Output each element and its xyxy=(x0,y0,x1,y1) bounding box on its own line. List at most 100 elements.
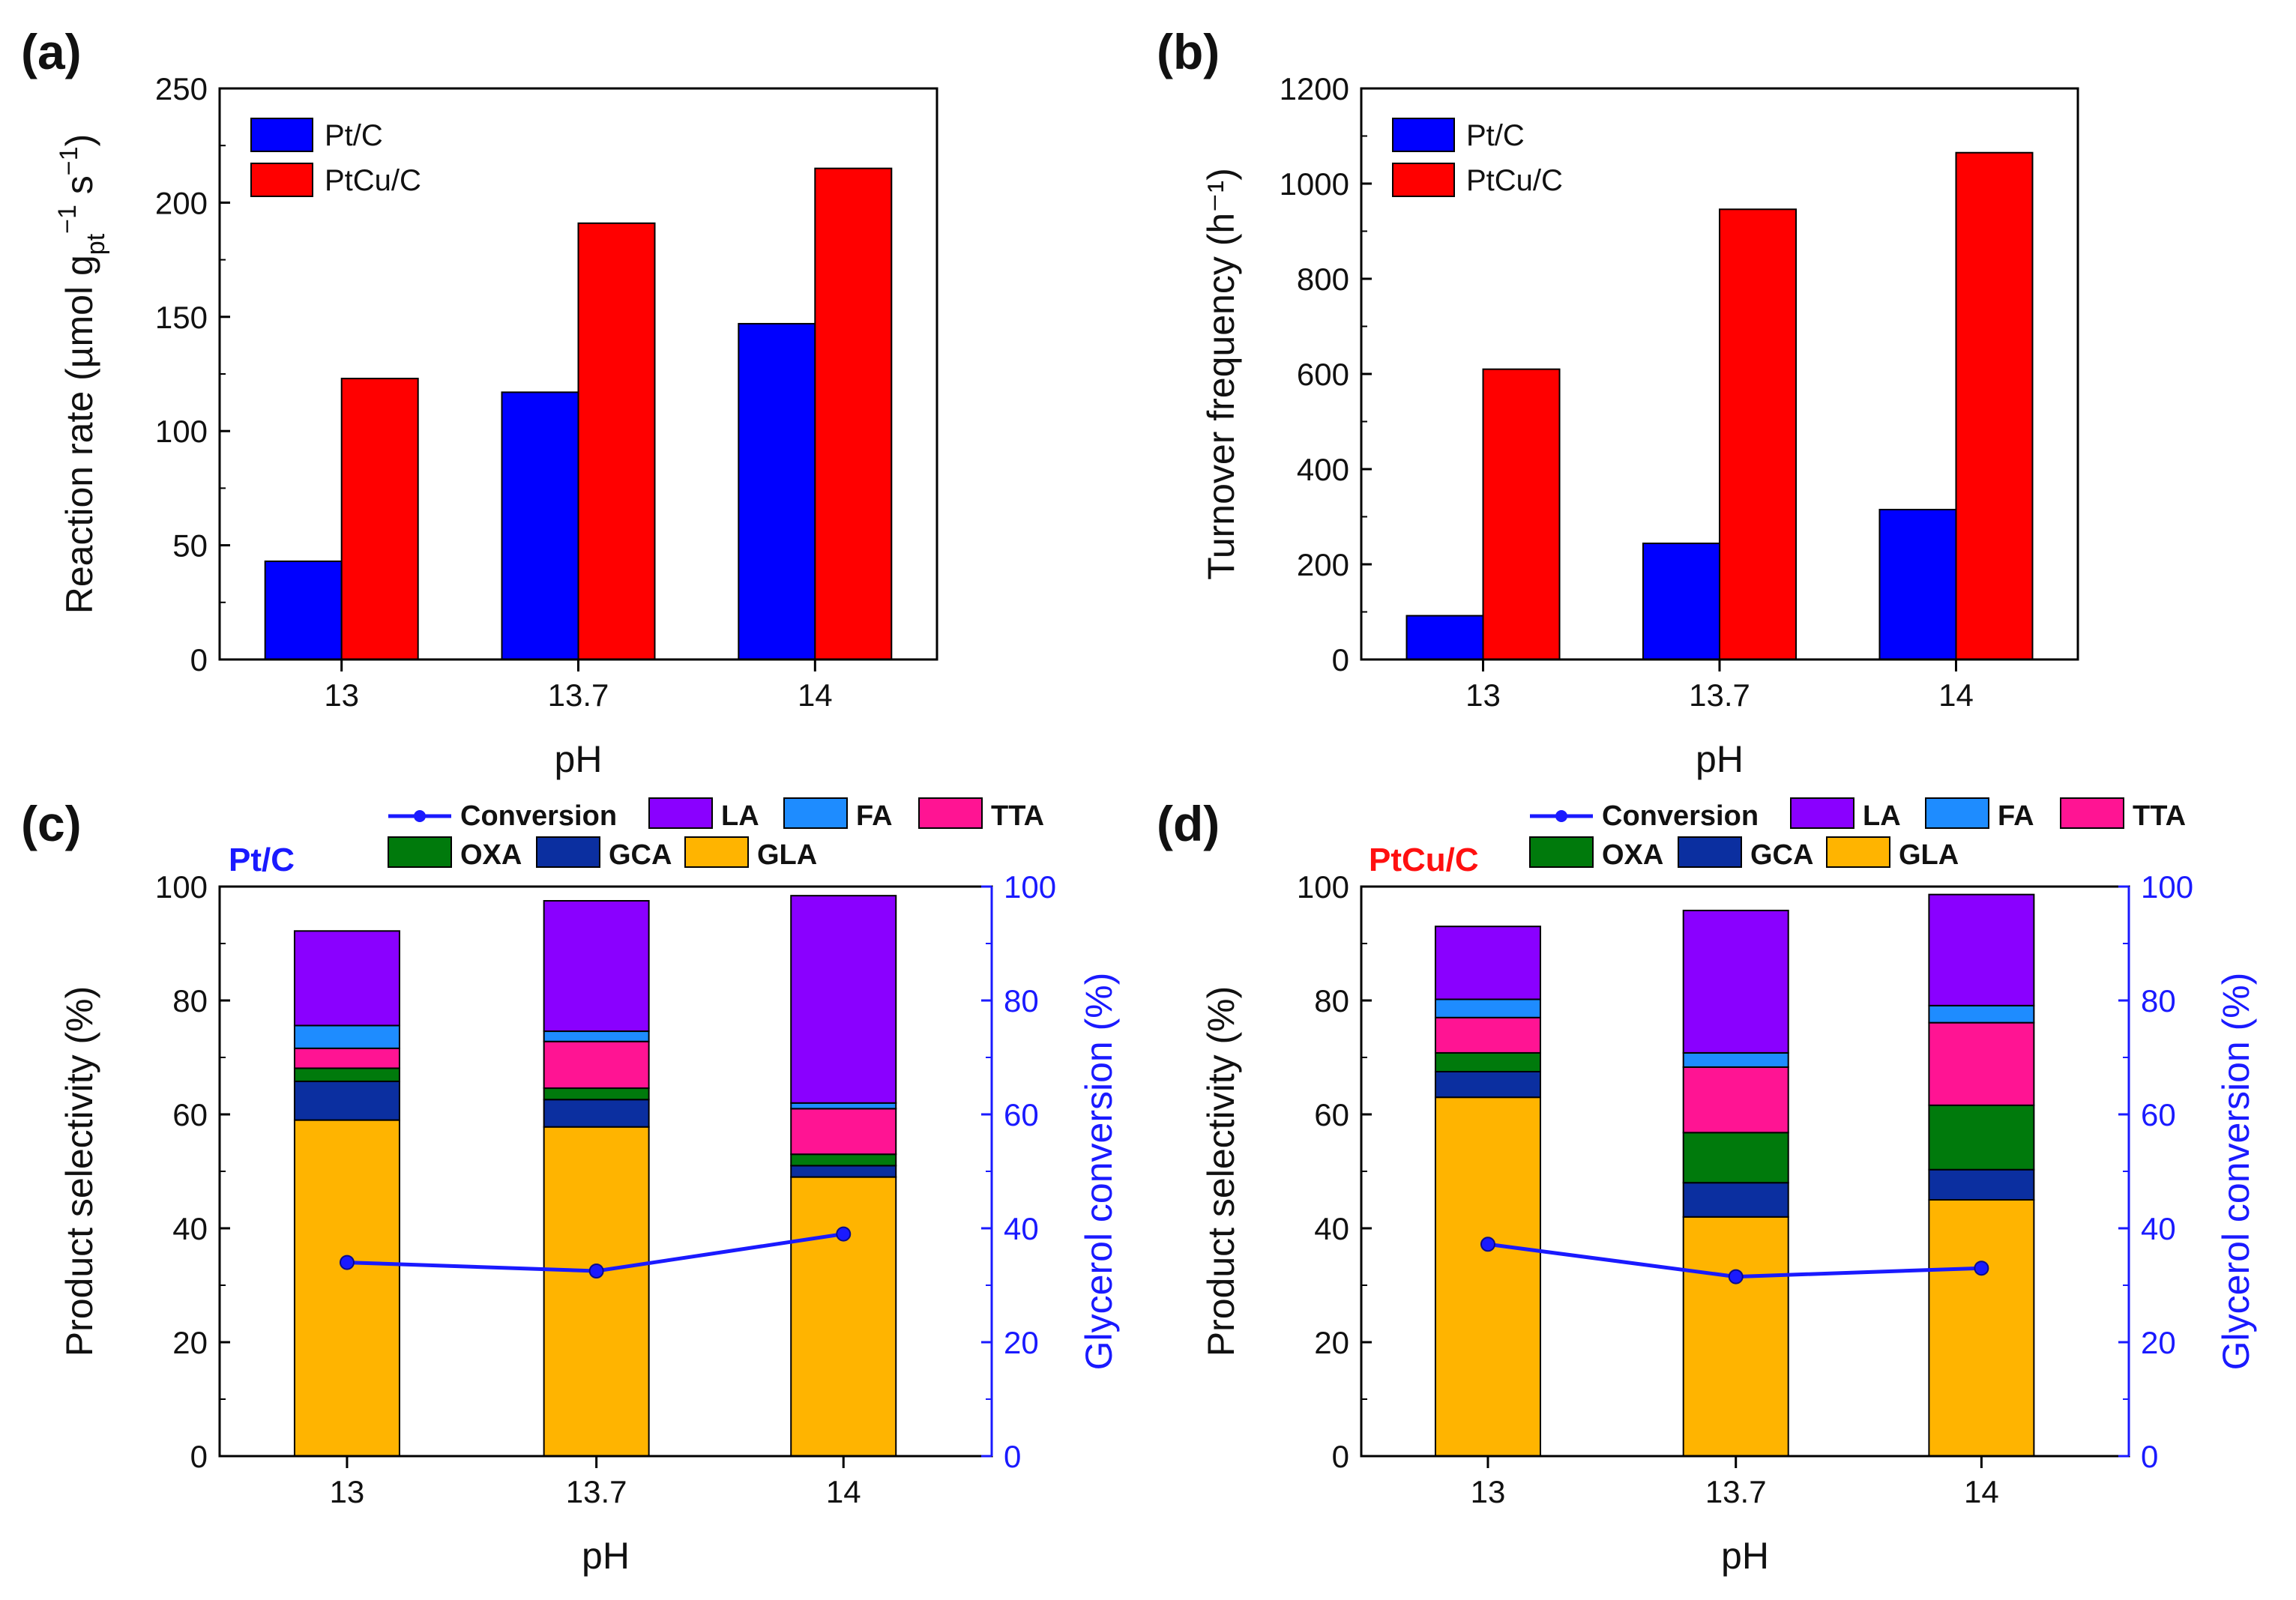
stack-c-fa-14 xyxy=(790,1102,897,1110)
legend-label-d-tta: TTA xyxy=(2133,800,2186,832)
y2tick-label-d: 60 xyxy=(2141,1097,2176,1132)
legend-label-c-gla: GLA xyxy=(757,839,817,871)
conversion-point-c-13.7 xyxy=(588,1264,604,1279)
stack-c-tta-14 xyxy=(790,1108,897,1156)
y2tick-label-c: 40 xyxy=(1004,1211,1039,1246)
ytick-label-b: 200 xyxy=(1297,547,1349,582)
xtick-label-c: 13.7 xyxy=(566,1474,627,1509)
legend-label-c-tta: TTA xyxy=(991,800,1044,832)
legend-swatch-c-oxa xyxy=(388,836,452,868)
legend-label-b: PtCu/C xyxy=(1466,164,1563,197)
y-axis-title-part: pt xyxy=(82,233,110,255)
legend-label-b: Pt/C xyxy=(1466,119,1525,152)
y2tick-label-d: 0 xyxy=(2141,1439,2158,1474)
legend-swatch-a xyxy=(250,163,313,197)
stack-c-la-14 xyxy=(790,895,897,1104)
chart-panel-c: 0 20 40 60 80 100 0 20 40 60 80 100 13 13.7 14 pH Produc… xyxy=(58,797,1120,1577)
legend-label-a: Pt/C xyxy=(325,119,383,152)
y-axis-title-part: ) xyxy=(58,134,100,147)
y2tick-label-c: 60 xyxy=(1004,1097,1039,1132)
legend-label-d-gla: GLA xyxy=(1899,839,1959,871)
x-axis-title-d: pH xyxy=(1721,1535,1769,1577)
panel-letter-a: (a) xyxy=(21,24,82,79)
legend-marker-d xyxy=(1555,810,1567,822)
y-axis-title-a: Reaction rate (µmol gpt−1 s−1) xyxy=(53,134,110,614)
legend-swatch-a xyxy=(250,118,313,152)
conversion-point-c-13 xyxy=(339,1255,355,1270)
legend-label-d: Conversion xyxy=(1602,800,1759,832)
bar-b-ptc-14 xyxy=(1878,508,1957,660)
chart-panel-b: 0 200 400 600 800 1000 1200 13 13.7 14 pH Turnover … xyxy=(1200,71,2079,780)
legend-swatch-b xyxy=(1392,118,1455,152)
legend-swatch-d-oxa xyxy=(1529,836,1594,868)
legend-label-c-oxa: OXA xyxy=(460,839,522,871)
stack-d-la-13 xyxy=(1434,926,1541,1000)
legend-label-c-fa: FA xyxy=(856,800,893,832)
stack-c-fa-13.7 xyxy=(543,1030,650,1042)
ytick-label-d: 40 xyxy=(1314,1211,1349,1246)
y2tick-label-d: 80 xyxy=(2141,983,2176,1018)
stack-c-gla-14 xyxy=(790,1176,897,1457)
stack-d-fa-13 xyxy=(1434,998,1541,1018)
x-axis-title-b: pH xyxy=(1696,738,1744,780)
legend-swatch-d-gca xyxy=(1678,836,1742,868)
stack-c-oxa-13.7 xyxy=(543,1087,650,1101)
bar-b-ptc-13 xyxy=(1405,615,1484,661)
ytick-label-b: 400 xyxy=(1297,452,1349,487)
y2tick-label-c: 80 xyxy=(1004,983,1039,1018)
stack-c-gla-13 xyxy=(293,1119,400,1457)
stack-d-la-14 xyxy=(1928,893,2035,1006)
ytick-label-c: 20 xyxy=(172,1325,208,1360)
stack-d-gca-14 xyxy=(1928,1168,2035,1201)
xtick-label-b: 13 xyxy=(1465,677,1501,713)
stack-d-la-13.7 xyxy=(1682,909,1789,1054)
y2tick-label-c: 0 xyxy=(1004,1439,1021,1474)
bar-b-ptc-13.7 xyxy=(1642,543,1720,660)
y2tick-label-d: 100 xyxy=(2141,869,2193,905)
ytick-label-b: 1000 xyxy=(1280,166,1349,202)
conversion-point-d-13.7 xyxy=(1728,1269,1744,1284)
stack-c-gca-13 xyxy=(293,1080,400,1121)
bar-b-ptcuc-14 xyxy=(1955,151,2034,661)
ytick-label-c: 80 xyxy=(172,983,208,1018)
xtick-label-a: 13 xyxy=(324,677,359,713)
stack-d-gla-13 xyxy=(1434,1096,1541,1457)
chart-panel-a: 0 50 100 150 200 250 13 13.7 14 pH Reaction rate (… xyxy=(53,71,938,780)
y-axis-title-c: Product selectivity (%) xyxy=(58,986,100,1357)
legend-swatch-c-la xyxy=(648,797,713,829)
y-axis-title-b: Turnover frequency (h⁻¹) xyxy=(1200,168,1242,580)
y-axis-title-part: s xyxy=(58,175,100,205)
ytick-label-a: 100 xyxy=(155,414,208,449)
stack-d-fa-13.7 xyxy=(1682,1051,1789,1068)
y2-axis-title-c: Glycerol conversion (%) xyxy=(1078,973,1120,1371)
legend-swatch-c-gca xyxy=(536,836,600,868)
legend-label-d-fa: FA xyxy=(1998,800,2034,832)
legend-marker-c xyxy=(414,810,426,822)
ytick-label-b: 800 xyxy=(1297,262,1349,297)
bar-a-ptc-14 xyxy=(738,322,816,660)
xtick-label-b: 14 xyxy=(1938,677,1974,713)
ytick-label-a: 200 xyxy=(155,185,208,220)
stack-d-gla-14 xyxy=(1928,1199,2035,1457)
stack-d-gca-13.7 xyxy=(1682,1182,1789,1218)
stack-d-tta-14 xyxy=(1928,1021,2035,1106)
y-axis-title-part: Reaction rate (µmol g xyxy=(58,255,100,614)
legend-swatch-c-tta xyxy=(918,797,983,829)
bar-b-ptcuc-13 xyxy=(1482,368,1561,660)
xtick-label-c: 14 xyxy=(826,1474,861,1509)
legend-swatch-d-gla xyxy=(1826,836,1890,868)
stack-c-fa-13 xyxy=(293,1024,400,1049)
xtick-label-c: 13 xyxy=(330,1474,365,1509)
legend-swatch-c-fa xyxy=(783,797,848,829)
stack-d-gla-13.7 xyxy=(1682,1216,1789,1458)
y-axis-title-part: −1 xyxy=(55,146,83,175)
stack-c-tta-13 xyxy=(293,1047,400,1069)
x-axis-title-a: pH xyxy=(555,738,603,780)
legend-label-d-gca: GCA xyxy=(1750,839,1813,871)
y2tick-label-c: 100 xyxy=(1004,869,1056,905)
x-axis-title-c: pH xyxy=(582,1535,630,1577)
ytick-label-d: 60 xyxy=(1314,1097,1349,1132)
ytick-label-a: 50 xyxy=(172,528,208,564)
panel-letter-d: (d) xyxy=(1157,796,1220,851)
ytick-label-c: 0 xyxy=(190,1439,208,1474)
